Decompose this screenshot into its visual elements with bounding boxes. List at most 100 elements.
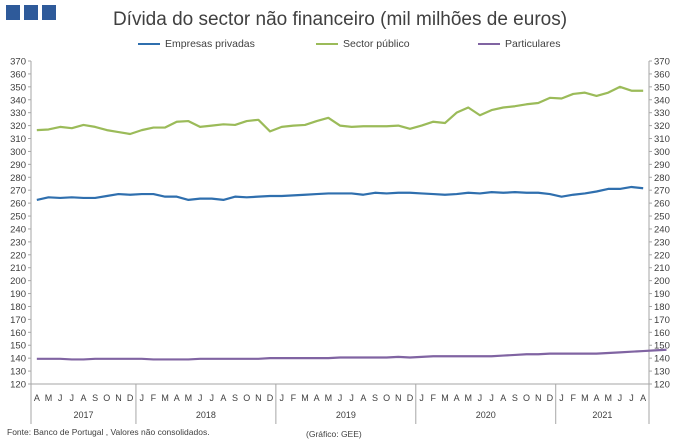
y-tick-label-right: 340 bbox=[654, 95, 670, 106]
legend-label-particulares: Particulares bbox=[505, 38, 561, 50]
y-tick-label-right: 160 bbox=[654, 328, 670, 339]
x-tick-label-month: A bbox=[174, 393, 180, 403]
x-tick-label-month: J bbox=[140, 393, 145, 403]
legend-label-publico: Sector público bbox=[343, 38, 410, 50]
y-tick-label-right: 350 bbox=[654, 82, 670, 93]
x-tick-label-month: J bbox=[338, 393, 343, 403]
y-tick-label-left: 290 bbox=[10, 160, 26, 171]
logo-block-3 bbox=[42, 5, 56, 20]
y-tick-label-right: 170 bbox=[654, 315, 670, 326]
x-tick-label-month: J bbox=[349, 393, 354, 403]
x-tick-label-month: D bbox=[407, 393, 414, 403]
legend-swatch-empresas bbox=[138, 43, 160, 45]
x-tick-label-month: F bbox=[291, 393, 297, 403]
legend-swatch-publico bbox=[316, 43, 338, 45]
y-tick-label-right: 280 bbox=[654, 173, 670, 184]
y-tick-label-right: 330 bbox=[654, 108, 670, 119]
chart-title: Dívida do sector não financeiro (mil mil… bbox=[112, 9, 568, 30]
series-line-publico bbox=[36, 85, 644, 136]
y-tick-label-left: 330 bbox=[10, 108, 26, 119]
x-tick-label-month: N bbox=[535, 393, 542, 403]
source-note: Fonte: Banco de Portugal , Valores não c… bbox=[7, 427, 210, 437]
y-tick-label-right: 310 bbox=[654, 134, 670, 145]
y-tick-label-left: 180 bbox=[10, 302, 26, 313]
y-tick-label-right: 190 bbox=[654, 289, 670, 300]
y-tick-label-right: 200 bbox=[654, 276, 670, 287]
x-tick-label-month: S bbox=[232, 393, 238, 403]
x-tick-label-month: A bbox=[34, 393, 40, 403]
y-tick-label-left: 310 bbox=[10, 134, 26, 145]
y-tick-label-left: 360 bbox=[10, 69, 26, 80]
y-tick-label-right: 270 bbox=[654, 186, 670, 197]
y-tick-label-left: 260 bbox=[10, 199, 26, 210]
y-tick-label-left: 240 bbox=[10, 224, 26, 235]
y-tick-label-right: 150 bbox=[654, 341, 670, 352]
legend-label-empresas: Empresas privadas bbox=[165, 38, 255, 50]
x-tick-label-month: S bbox=[372, 393, 378, 403]
y-tick-label-left: 230 bbox=[10, 237, 26, 248]
x-tick-label-month: S bbox=[92, 393, 98, 403]
logo-block-1 bbox=[6, 5, 20, 20]
y-tick-label-left: 120 bbox=[10, 380, 26, 391]
y-tick-label-right: 260 bbox=[654, 199, 670, 210]
y-tick-label-right: 370 bbox=[654, 57, 670, 68]
x-tick-label-month: M bbox=[301, 393, 309, 403]
x-tick-label-month: O bbox=[243, 393, 250, 403]
y-tick-label-left: 160 bbox=[10, 328, 26, 339]
x-tick-label-month: M bbox=[45, 393, 53, 403]
x-tick-label-month: J bbox=[489, 393, 494, 403]
y-tick-label-left: 170 bbox=[10, 315, 26, 326]
x-tick-label-month: A bbox=[640, 393, 646, 403]
y-tick-label-left: 340 bbox=[10, 95, 26, 106]
y-tick-label-left: 150 bbox=[10, 341, 26, 352]
y-tick-label-left: 190 bbox=[10, 289, 26, 300]
y-tick-label-right: 120 bbox=[654, 380, 670, 391]
x-tick-label-month: O bbox=[523, 393, 530, 403]
x-tick-label-month: A bbox=[314, 393, 320, 403]
y-tick-label-right: 230 bbox=[654, 237, 670, 248]
x-tick-label-month: M bbox=[441, 393, 449, 403]
y-tick-label-left: 280 bbox=[10, 173, 26, 184]
x-tick-label-month: S bbox=[512, 393, 518, 403]
x-tick-label-month: J bbox=[58, 393, 63, 403]
x-tick-label-month: M bbox=[604, 393, 612, 403]
x-tick-label-month: J bbox=[209, 393, 214, 403]
x-tick-label-month: N bbox=[115, 393, 122, 403]
x-year-label: 2020 bbox=[476, 410, 496, 420]
y-tick-label-left: 250 bbox=[10, 212, 26, 223]
x-tick-label-month: J bbox=[629, 393, 634, 403]
x-tick-label-month: M bbox=[185, 393, 193, 403]
y-tick-label-right: 240 bbox=[654, 224, 670, 235]
x-tick-label-month: A bbox=[500, 393, 506, 403]
y-tick-label-left: 200 bbox=[10, 276, 26, 287]
x-tick-label-month: J bbox=[618, 393, 623, 403]
x-tick-label-month: A bbox=[220, 393, 226, 403]
x-tick-label-month: D bbox=[267, 393, 274, 403]
x-tick-label-month: J bbox=[70, 393, 75, 403]
x-year-label: 2017 bbox=[73, 410, 93, 420]
logo-block-2 bbox=[24, 5, 38, 20]
x-tick-label-month: A bbox=[360, 393, 366, 403]
x-tick-label-month: J bbox=[198, 393, 203, 403]
x-tick-label-month: J bbox=[559, 393, 564, 403]
y-tick-label-left: 370 bbox=[10, 57, 26, 68]
legend-item-publico: Sector público bbox=[316, 38, 410, 50]
x-tick-label-month: A bbox=[80, 393, 86, 403]
x-tick-label-month: J bbox=[419, 393, 424, 403]
y-tick-label-left: 130 bbox=[10, 367, 26, 378]
legend-item-empresas: Empresas privadas bbox=[138, 38, 255, 50]
x-year-label: 2019 bbox=[336, 410, 356, 420]
x-tick-label-month: F bbox=[151, 393, 157, 403]
y-tick-label-left: 350 bbox=[10, 82, 26, 93]
x-tick-label-month: N bbox=[395, 393, 402, 403]
y-tick-label-left: 300 bbox=[10, 147, 26, 158]
x-tick-label-month: A bbox=[594, 393, 600, 403]
x-year-label: 2018 bbox=[196, 410, 216, 420]
y-tick-label-left: 320 bbox=[10, 121, 26, 132]
x-tick-label-month: M bbox=[581, 393, 589, 403]
legend-swatch-particulares bbox=[478, 43, 500, 45]
y-tick-label-right: 290 bbox=[654, 160, 670, 171]
series-line-particulares bbox=[36, 348, 667, 361]
x-tick-label-month: F bbox=[431, 393, 437, 403]
